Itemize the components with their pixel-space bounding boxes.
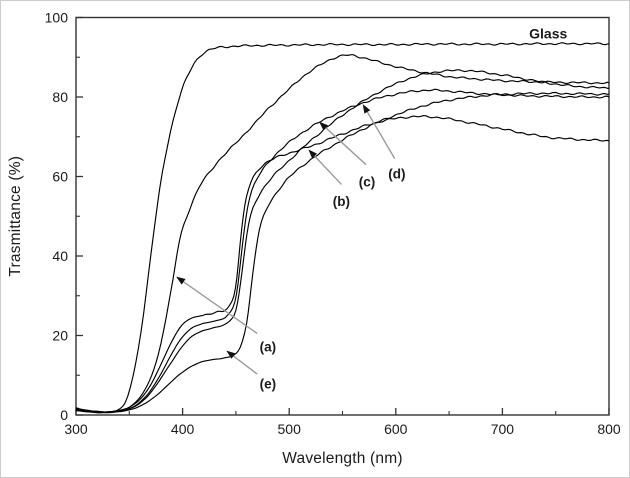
annotation-arrowhead-e [226, 350, 236, 359]
annotation-label-b: (b) [333, 194, 350, 209]
series-line-d [75, 69, 610, 413]
y-tick-label: 100 [45, 10, 69, 26]
annotation-label-d: (d) [388, 166, 405, 181]
series-line-b [75, 115, 610, 413]
annotation-arrow-e [229, 352, 258, 375]
y-axis-title: Trasmittance (%) [7, 156, 24, 277]
annotation-label-a: (a) [260, 340, 277, 355]
annotation-arrowhead-a [176, 276, 186, 285]
annotation-arrow-d [364, 107, 396, 159]
series-line-a [75, 54, 610, 413]
annotation-arrow-b [310, 151, 342, 185]
x-tick-label: 500 [278, 421, 302, 437]
x-tick-label: 800 [597, 421, 621, 437]
y-tick-label: 20 [52, 328, 68, 344]
x-tick-label: 700 [491, 421, 515, 437]
annotation-arrowhead-c [319, 121, 328, 131]
annotation-arrowhead-d [362, 104, 371, 114]
series-line-e [75, 91, 610, 414]
x-tick-label: 400 [171, 421, 195, 437]
series-line-c [75, 88, 610, 414]
annotation-label-c: (c) [359, 174, 376, 189]
annotation-label-glass: Glass [529, 25, 567, 41]
annotation-label-e: (e) [260, 377, 277, 392]
annotation-arrow-c [321, 123, 367, 166]
x-tick-label: 600 [384, 421, 408, 437]
x-tick-label: 300 [64, 421, 88, 437]
y-tick-label: 60 [52, 169, 68, 185]
series-line-glass [75, 42, 610, 413]
y-tick-label: 40 [52, 248, 68, 264]
y-tick-label: 0 [60, 407, 68, 423]
y-tick-label: 80 [52, 89, 68, 105]
annotation-arrow-a [179, 278, 258, 335]
x-axis-title: Wavelength (nm) [282, 450, 402, 467]
annotation-arrowhead-b [308, 149, 318, 159]
